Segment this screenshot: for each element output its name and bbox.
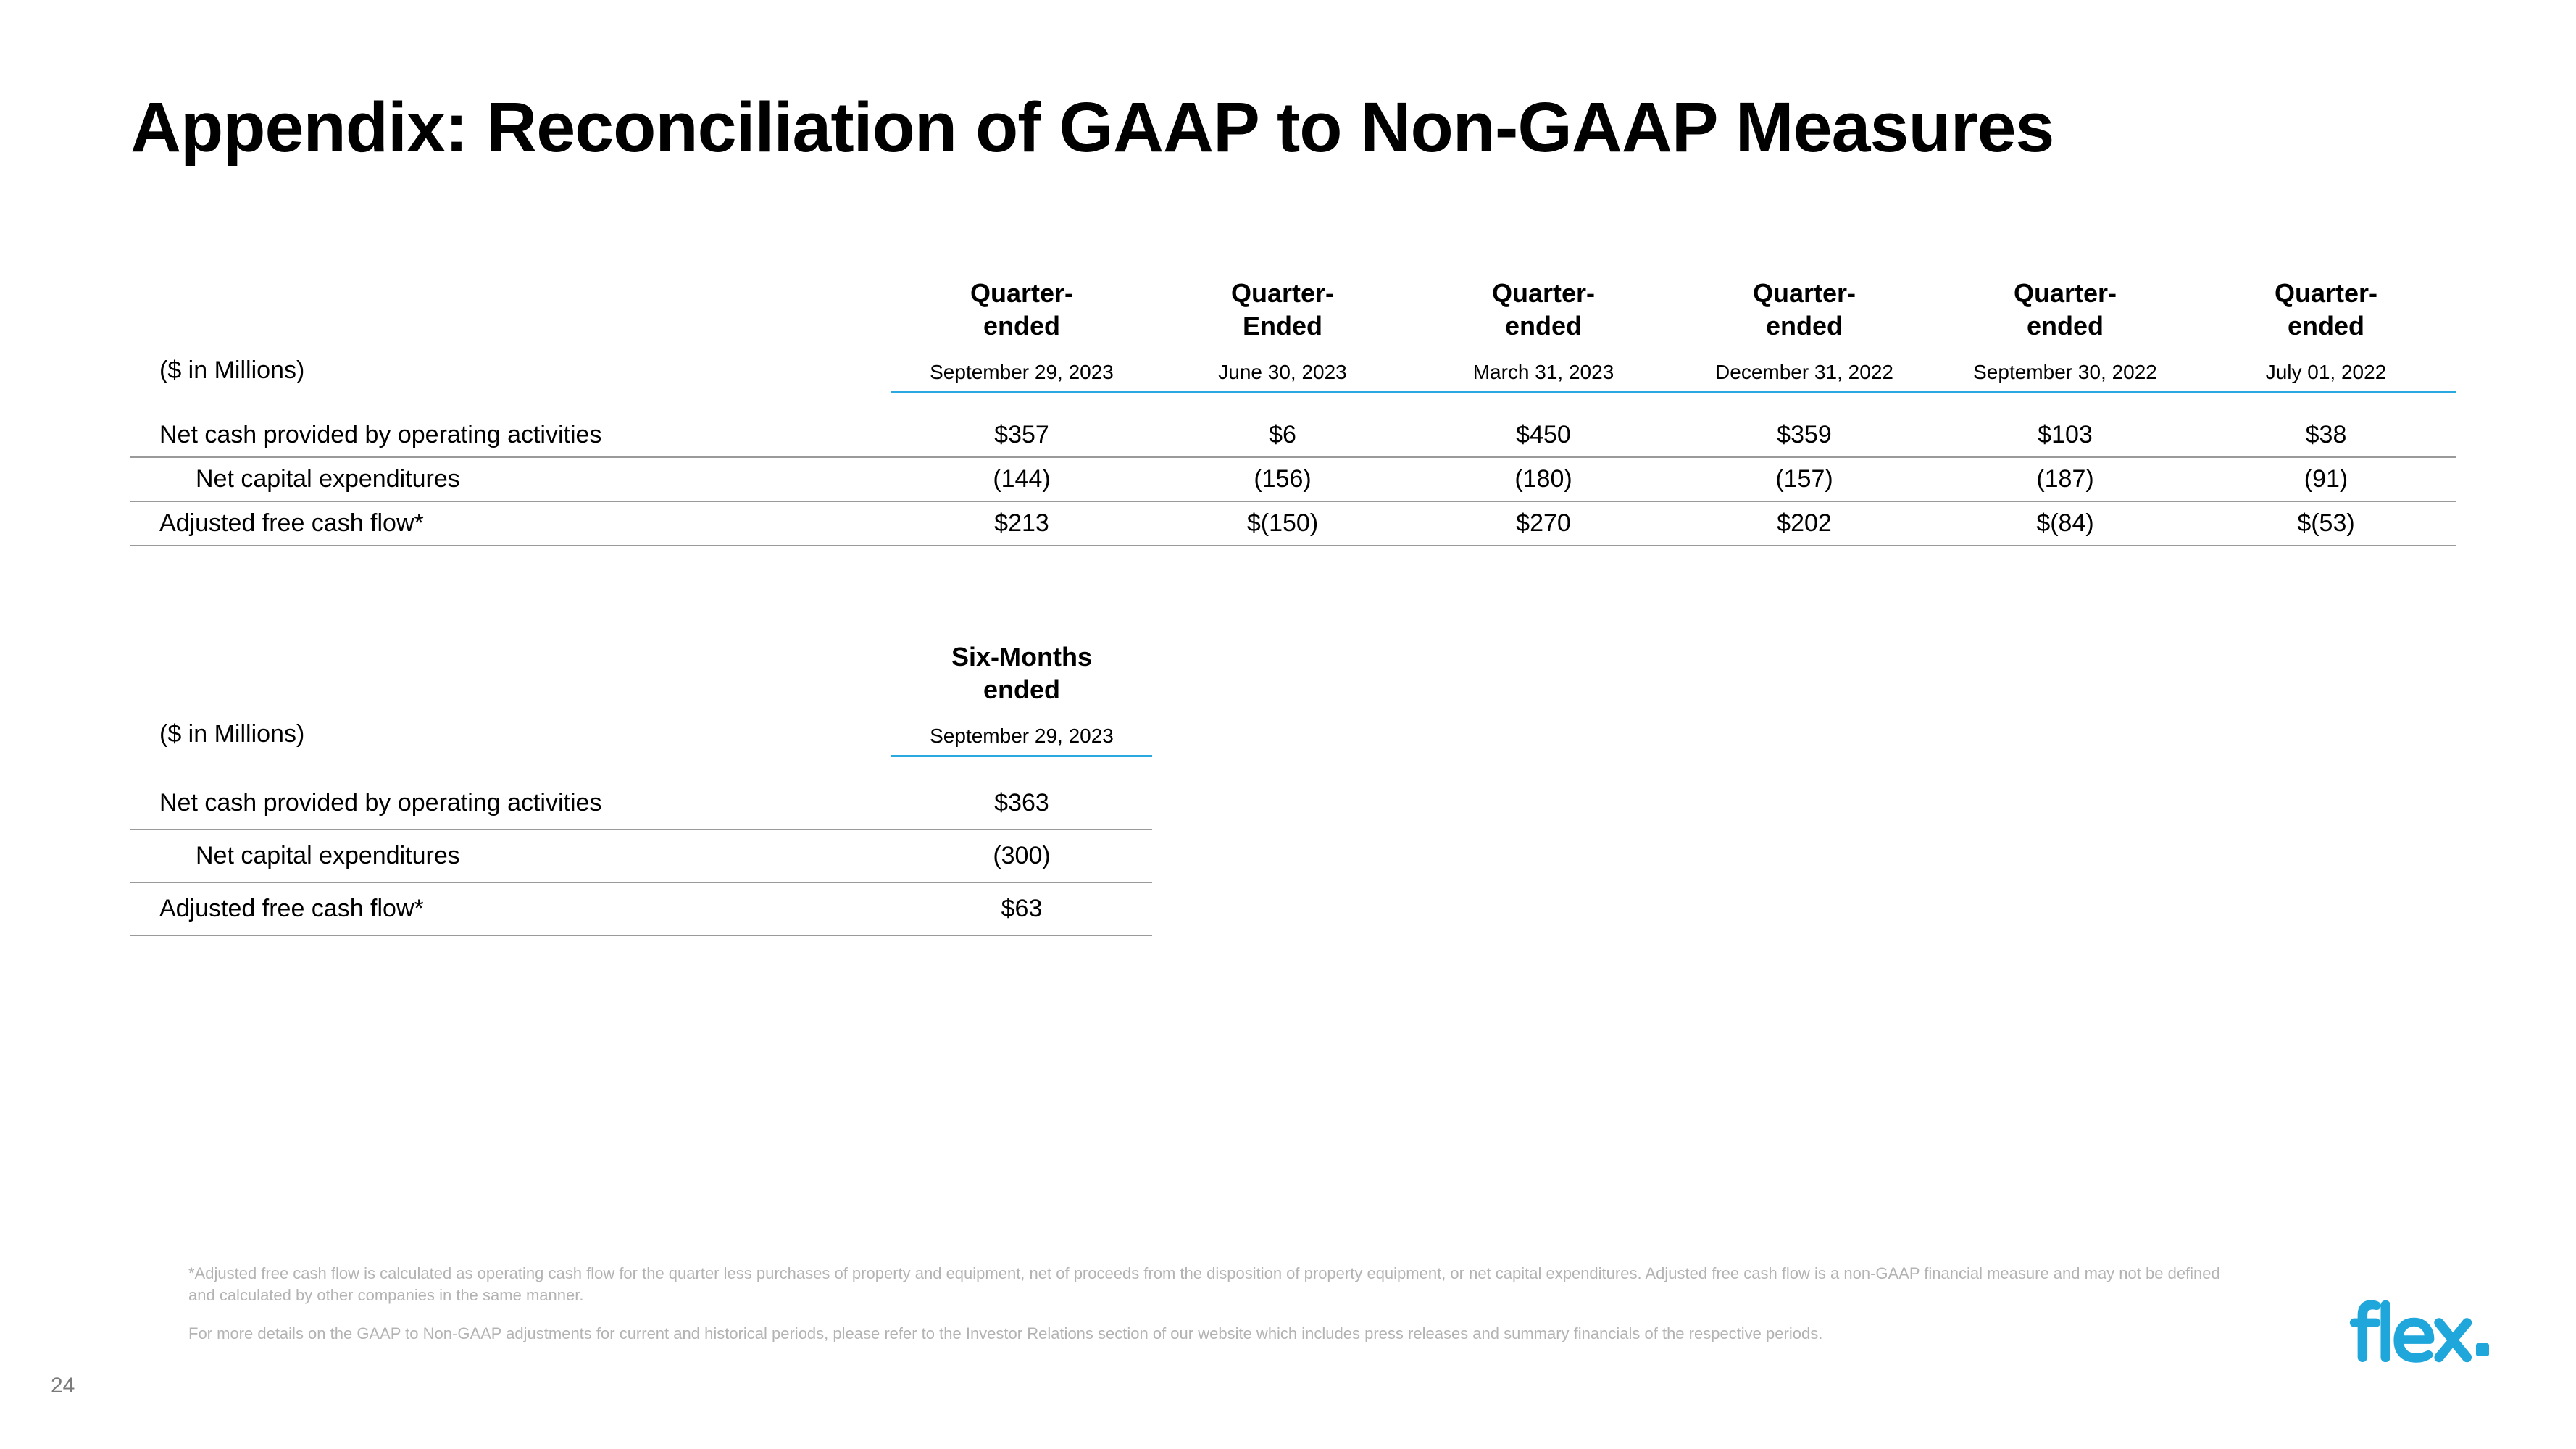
unit-label-2: ($ in Millions) — [130, 713, 891, 756]
t2-header-row-1: Six-Months ended — [130, 633, 1152, 713]
empty-header — [130, 270, 891, 349]
cell-value: $450 — [1413, 414, 1674, 457]
cell-value: $270 — [1413, 501, 1674, 546]
col-head-l1: Six-Months — [951, 642, 1092, 672]
row-label: Net capital expenditures — [130, 830, 891, 882]
col-head-l1: Quarter- — [2275, 278, 2377, 308]
unit-label: ($ in Millions) — [130, 349, 891, 392]
cell-value: $6 — [1152, 414, 1413, 457]
table-row: Adjusted free cash flow*$213$(150)$270$2… — [130, 501, 2456, 546]
table-row: Net cash provided by operating activitie… — [130, 777, 1152, 830]
page-title: Appendix: Reconciliation of GAAP to Non-… — [130, 87, 2446, 168]
col-head-l1: Quarter- — [1753, 278, 1856, 308]
cell-value: $103 — [1935, 414, 2196, 457]
cell-value: (187) — [1935, 457, 2196, 501]
cell-value: $(53) — [2196, 501, 2456, 546]
cell-value: $(150) — [1152, 501, 1413, 546]
col-head-l2: ended — [1766, 311, 1843, 341]
cell-value: (156) — [1152, 457, 1413, 501]
row-label: Adjusted free cash flow* — [130, 882, 891, 935]
col-head: Six-Months ended — [891, 633, 1152, 713]
t2-header-row-2: ($ in Millions) September 29, 2023 — [130, 713, 1152, 756]
t1-spacer — [130, 392, 2456, 414]
col-head-date: June 30, 2023 — [1152, 349, 1413, 392]
col-head: Quarter-ended — [2196, 270, 2456, 349]
col-head-l1: Quarter- — [1231, 278, 1334, 308]
t1-header-row-1: Quarter-endedQuarter-EndedQuarter-endedQ… — [130, 270, 2456, 349]
cell-value: $213 — [891, 501, 1152, 546]
reconciliation-table-sixmonth: Six-Months ended ($ in Millions) Septembe… — [130, 633, 1152, 936]
col-head-l2: ended — [2027, 311, 2104, 341]
t1-header-row-2: ($ in Millions) September 29, 2023June 3… — [130, 349, 2456, 392]
logo-dot-icon — [2476, 1343, 2489, 1356]
col-head-l1: Quarter- — [2014, 278, 2117, 308]
col-head-date: September 29, 2023 — [891, 349, 1152, 392]
cell-value: $63 — [891, 882, 1152, 935]
empty-header — [130, 633, 891, 713]
cell-value: (157) — [1674, 457, 1935, 501]
footnotes: *Adjusted free cash flow is calculated a… — [188, 1263, 2228, 1362]
reconciliation-table-sixmonth-wrap: Six-Months ended ($ in Millions) Septembe… — [130, 633, 2446, 936]
row-label: Adjusted free cash flow* — [130, 501, 891, 546]
cell-value: (91) — [2196, 457, 2456, 501]
col-head-l2: ended — [2288, 311, 2364, 341]
col-head-l2: ended — [983, 311, 1060, 341]
footnote-text: For more details on the GAAP to Non-GAAP… — [188, 1323, 2228, 1345]
page-number: 24 — [51, 1374, 75, 1398]
reconciliation-table-quarterly: Quarter-endedQuarter-EndedQuarter-endedQ… — [130, 270, 2456, 546]
col-head: Quarter-Ended — [1152, 270, 1413, 349]
cell-value: $38 — [2196, 414, 2456, 457]
flex-logo: flex — [2349, 1288, 2489, 1384]
col-head-l2: ended — [983, 675, 1060, 704]
col-head-date: July 01, 2022 — [2196, 349, 2456, 392]
table-row: Net capital expenditures(300) — [130, 830, 1152, 882]
cell-value: $(84) — [1935, 501, 2196, 546]
row-label: Net cash provided by operating activitie… — [130, 414, 891, 457]
cell-value: (180) — [1413, 457, 1674, 501]
col-head-date: September 30, 2022 — [1935, 349, 2196, 392]
col-head-date: September 29, 2023 — [891, 713, 1152, 756]
col-head: Quarter-ended — [1413, 270, 1674, 349]
row-label: Net capital expenditures — [130, 457, 891, 501]
cell-value: $363 — [891, 777, 1152, 830]
cell-value: $202 — [1674, 501, 1935, 546]
col-head: Quarter-ended — [891, 270, 1152, 349]
table-row: Net capital expenditures(144)(156)(180)(… — [130, 457, 2456, 501]
col-head-l2: Ended — [1243, 311, 1322, 341]
col-head-date: March 31, 2023 — [1413, 349, 1674, 392]
slide: Appendix: Reconciliation of GAAP to Non-… — [0, 0, 2576, 1449]
col-head-l1: Quarter- — [1492, 278, 1595, 308]
col-head-l2: ended — [1505, 311, 1582, 341]
col-head-l1: Quarter- — [970, 278, 1073, 308]
cell-value: $357 — [891, 414, 1152, 457]
cell-value: $359 — [1674, 414, 1935, 457]
col-head-date: December 31, 2022 — [1674, 349, 1935, 392]
row-label: Net cash provided by operating activitie… — [130, 777, 891, 830]
logo-text: flex — [2349, 1288, 2470, 1384]
table-row: Adjusted free cash flow*$63 — [130, 882, 1152, 935]
col-head: Quarter-ended — [1674, 270, 1935, 349]
col-head: Quarter-ended — [1935, 270, 2196, 349]
t2-spacer — [130, 756, 1152, 777]
cell-value: (300) — [891, 830, 1152, 882]
table-row: Net cash provided by operating activitie… — [130, 414, 2456, 457]
cell-value: (144) — [891, 457, 1152, 501]
footnote-text: *Adjusted free cash flow is calculated a… — [188, 1263, 2228, 1306]
